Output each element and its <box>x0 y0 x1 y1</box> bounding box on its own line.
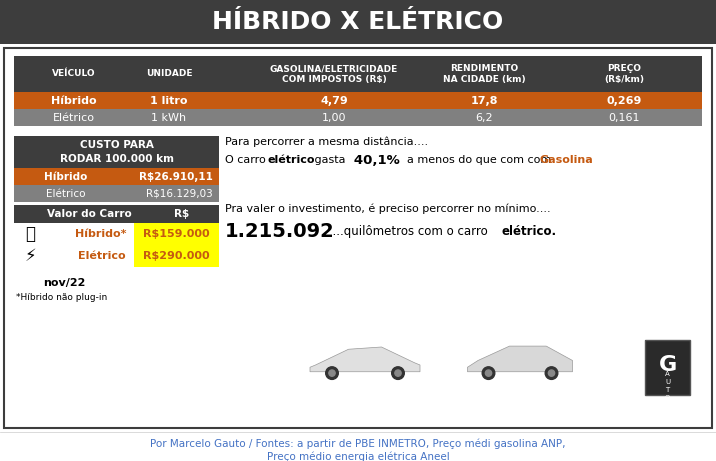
Bar <box>14 136 219 168</box>
Text: 0,161: 0,161 <box>609 112 640 123</box>
Circle shape <box>545 367 558 379</box>
Text: 4,79: 4,79 <box>320 95 348 106</box>
Text: U: U <box>665 379 670 385</box>
Bar <box>14 109 702 126</box>
Text: 🔥: 🔥 <box>25 225 35 243</box>
Bar <box>134 223 219 245</box>
Bar <box>14 56 702 92</box>
Circle shape <box>482 367 495 379</box>
Text: CUSTO PARA: CUSTO PARA <box>79 140 153 150</box>
Text: 0,269: 0,269 <box>606 95 642 106</box>
Text: VEÍCULO: VEÍCULO <box>52 70 96 78</box>
Text: 17,8: 17,8 <box>470 95 498 106</box>
Text: Para percorrer a mesma distância....: Para percorrer a mesma distância.... <box>225 137 428 147</box>
Text: 6,2: 6,2 <box>475 112 493 123</box>
Text: HÍBRIDO X ELÉTRICO: HÍBRIDO X ELÉTRICO <box>213 10 503 34</box>
Text: GASOLINA/ELETRICIDADE
COM IMPOSTOS (R$): GASOLINA/ELETRICIDADE COM IMPOSTOS (R$) <box>270 64 398 84</box>
Text: ...quilômetros com o carro: ...quilômetros com o carro <box>325 225 491 237</box>
Text: 1.215.092: 1.215.092 <box>225 221 335 241</box>
Text: G: G <box>659 355 677 375</box>
Circle shape <box>329 370 335 376</box>
Bar <box>4 48 712 428</box>
Text: T: T <box>665 387 669 393</box>
Bar <box>14 168 219 185</box>
Text: *Híbrido não plug-in: *Híbrido não plug-in <box>16 292 107 301</box>
Text: RENDIMENTO
NA CIDADE (km): RENDIMENTO NA CIDADE (km) <box>442 64 526 84</box>
Text: UNIDADE: UNIDADE <box>146 70 193 78</box>
Bar <box>645 340 690 395</box>
Text: Elétrico: Elétrico <box>53 112 95 123</box>
Polygon shape <box>310 347 420 372</box>
Text: O carro: O carro <box>225 155 269 165</box>
Bar <box>14 92 702 109</box>
Bar <box>134 245 219 267</box>
Circle shape <box>548 370 555 376</box>
Text: PREÇO
(R$/km): PREÇO (R$/km) <box>604 64 644 84</box>
Circle shape <box>485 370 492 376</box>
Text: 40,1%: 40,1% <box>340 154 400 166</box>
Text: a menos do que com com: a menos do que com com <box>400 155 558 165</box>
Circle shape <box>392 367 405 379</box>
Text: R$159.000: R$159.000 <box>143 229 210 239</box>
Bar <box>14 205 219 223</box>
Text: nov/22: nov/22 <box>43 278 85 288</box>
Text: Valor do Carro: Valor do Carro <box>47 209 131 219</box>
Text: 1 kWh: 1 kWh <box>152 112 187 123</box>
Text: Por Marcelo Gauto / Fontes: a partir de PBE INMETRO, Preço médi gasolina ANP,: Por Marcelo Gauto / Fontes: a partir de … <box>150 439 566 449</box>
Text: A: A <box>665 371 670 377</box>
Text: 1 litro: 1 litro <box>150 95 188 106</box>
Text: elétrico: elétrico <box>267 155 314 165</box>
Text: gasta: gasta <box>311 155 346 165</box>
Bar <box>0 0 716 44</box>
Text: Híbrido: Híbrido <box>51 95 97 106</box>
Text: 1,00: 1,00 <box>321 112 347 123</box>
Text: R$16.129,03: R$16.129,03 <box>146 189 213 199</box>
Text: O: O <box>665 395 670 401</box>
Text: Elétrico: Elétrico <box>47 189 86 199</box>
Bar <box>14 185 219 202</box>
Polygon shape <box>468 346 573 372</box>
Text: Elétrico: Elétrico <box>78 251 126 261</box>
Text: R$: R$ <box>175 209 190 219</box>
Circle shape <box>395 370 401 376</box>
Text: Híbrido: Híbrido <box>44 171 87 182</box>
Text: Preço médio energia elétrica Aneel: Preço médio energia elétrica Aneel <box>266 452 450 461</box>
Text: Pra valer o investimento, é preciso percorrer no mínimo....: Pra valer o investimento, é preciso perc… <box>225 204 551 214</box>
Text: R$290.000: R$290.000 <box>143 251 210 261</box>
Text: RODAR 100.000 km: RODAR 100.000 km <box>59 154 173 164</box>
Text: Híbrido*: Híbrido* <box>74 229 126 239</box>
Text: elétrico.: elétrico. <box>502 225 557 237</box>
Bar <box>645 340 690 395</box>
Circle shape <box>326 367 338 379</box>
Text: R$26.910,11: R$26.910,11 <box>139 171 213 182</box>
Text: ⚡: ⚡ <box>24 247 36 265</box>
Text: Gasolina: Gasolina <box>540 155 594 165</box>
